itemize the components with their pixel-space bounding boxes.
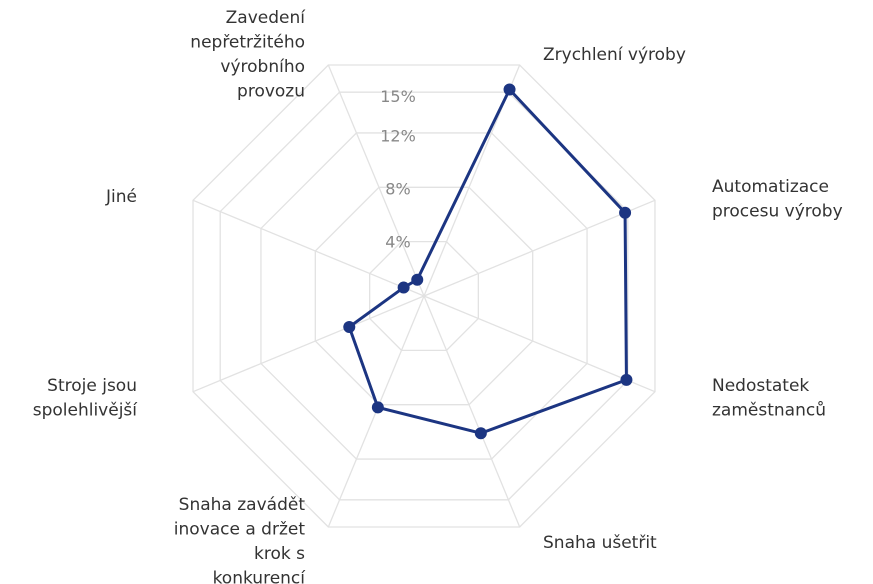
axis-label-line: provozu bbox=[237, 82, 305, 102]
axis-label-line: Snaha zavádět bbox=[179, 495, 306, 515]
r-tick-label: 4% bbox=[385, 233, 410, 252]
data-point bbox=[620, 373, 633, 386]
axis-spoke bbox=[192, 295, 425, 393]
axis-label-line: inovace a držet bbox=[174, 520, 306, 540]
axis-label-line: Stroje jsou bbox=[47, 376, 137, 396]
axis-spoke bbox=[327, 64, 425, 297]
axis-label: Zrychlení výroby bbox=[543, 45, 686, 65]
data-point bbox=[503, 83, 516, 96]
axis-label-line: výrobního bbox=[220, 57, 305, 77]
data-point bbox=[474, 427, 487, 440]
axis-label-line: Nedostatek bbox=[712, 376, 809, 396]
axis-label-line: Jiné bbox=[105, 187, 137, 207]
axis-spoke bbox=[423, 295, 656, 393]
data-point bbox=[619, 206, 632, 219]
data-point bbox=[411, 273, 424, 286]
axis-label-line: procesu výroby bbox=[712, 202, 843, 222]
axis-label: Zavedení nepřetržitého výrobního provozu bbox=[190, 8, 306, 102]
axis-label: Snaha ušetřit bbox=[543, 533, 657, 553]
data-point bbox=[343, 320, 356, 333]
axis-spoke bbox=[423, 295, 521, 528]
data-point bbox=[397, 281, 410, 294]
axis-label: Stroje jsou spolehlivější bbox=[33, 376, 139, 421]
axis-spoke bbox=[192, 199, 425, 297]
axis-label-line: spolehlivější bbox=[33, 401, 139, 421]
axis-label: Nedostatek zaměstnanců bbox=[712, 376, 826, 421]
axis-label-line: nepřetržitého bbox=[190, 33, 305, 53]
r-tick-label: 12% bbox=[380, 127, 416, 146]
axis-label-line: Zrychlení výroby bbox=[543, 45, 686, 65]
axis-label-line: Snaha ušetřit bbox=[543, 533, 657, 553]
axis-label: Snaha zavádět inovace a držet krok s konkur… bbox=[174, 495, 307, 584]
axis-label-line: Automatizace bbox=[712, 177, 829, 197]
r-tick-label: 15% bbox=[380, 87, 416, 106]
axis-label-line: Zavedení bbox=[226, 8, 307, 28]
axis-label-line: zaměstnanců bbox=[712, 401, 826, 421]
data-point bbox=[371, 401, 384, 414]
axis-spoke bbox=[423, 199, 656, 297]
axis-label-line: krok s bbox=[254, 544, 305, 564]
r-tick-label: 8% bbox=[385, 180, 410, 199]
axis-label: Automatizace procesu výroby bbox=[712, 177, 843, 222]
axis-label: Jiné bbox=[105, 187, 137, 207]
axis-label-line: konkurencí bbox=[213, 569, 307, 584]
